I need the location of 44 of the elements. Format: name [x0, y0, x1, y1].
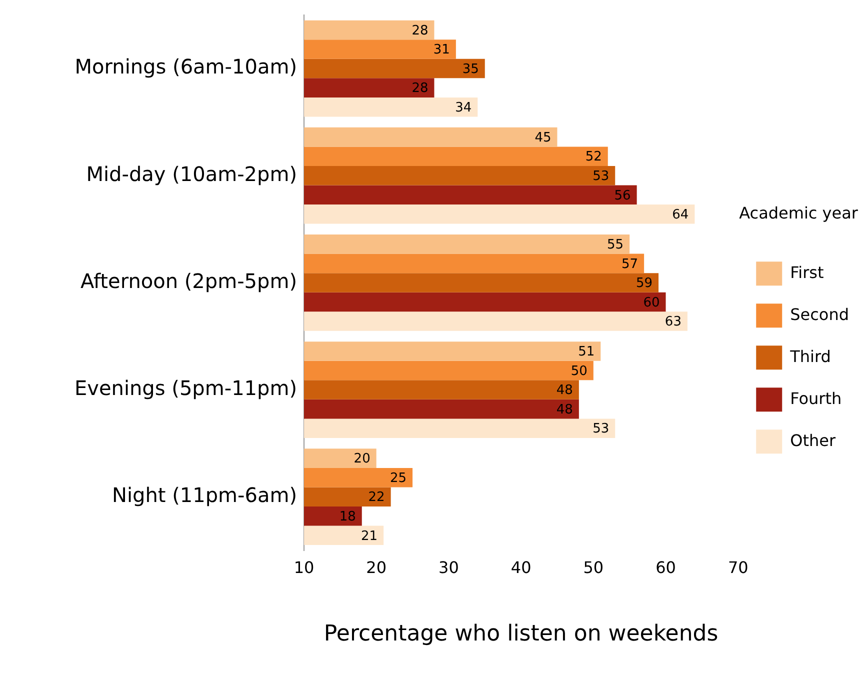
legend-label: Fourth: [790, 388, 842, 408]
data-label: 31: [433, 42, 450, 58]
data-label: 52: [585, 150, 602, 165]
data-label: 53: [592, 168, 610, 184]
data-label: 34: [455, 100, 472, 116]
y-tick-label: Afternoon (2pm-5pm): [80, 268, 297, 293]
y-tick-label: Night (11pm-6am): [112, 483, 297, 508]
legend-title: Academic year: [739, 204, 858, 223]
x-axis-title: Percentage who listen on weekends: [324, 622, 718, 647]
data-label: 57: [622, 256, 638, 272]
data-label: 28: [412, 81, 428, 96]
data-label: 55: [607, 238, 624, 253]
legend-label: Second: [790, 304, 850, 324]
legend-label: Third: [789, 346, 831, 366]
y-tick-label: Mornings (6am-10am): [74, 54, 297, 79]
data-label: 59: [636, 276, 653, 292]
data-label: 25: [390, 470, 407, 486]
x-tick-label: 20: [366, 558, 387, 578]
data-label: 50: [570, 364, 588, 379]
data-label: 20: [354, 452, 370, 467]
data-label: 64: [672, 208, 689, 223]
data-label: 35: [462, 62, 479, 77]
legend-label: Other: [790, 430, 836, 450]
x-tick-label: 70: [728, 558, 748, 578]
data-label: 21: [361, 528, 378, 544]
x-tick-label: 50: [583, 558, 604, 578]
x-tick-label: 10: [294, 558, 314, 578]
x-tick-label: 40: [510, 558, 532, 578]
data-label: 51: [578, 344, 595, 360]
data-label: 48: [556, 383, 573, 398]
data-label: 53: [592, 422, 610, 437]
y-tick-label: Mid-day (10am-2pm): [86, 162, 297, 186]
y-tick-label: Evenings (5pm-11pm): [74, 376, 297, 400]
x-tick-label: 30: [438, 558, 459, 578]
data-label: 22: [368, 490, 385, 506]
data-label: 18: [339, 510, 356, 525]
data-label: 45: [534, 130, 552, 146]
data-label: 48: [556, 402, 573, 418]
data-label: 63: [664, 314, 682, 330]
data-label: 28: [412, 23, 428, 38]
data-label: 60: [643, 295, 660, 310]
legend-label: First: [790, 262, 824, 282]
data-label: 56: [614, 188, 631, 204]
x-tick-label: 60: [656, 558, 676, 578]
